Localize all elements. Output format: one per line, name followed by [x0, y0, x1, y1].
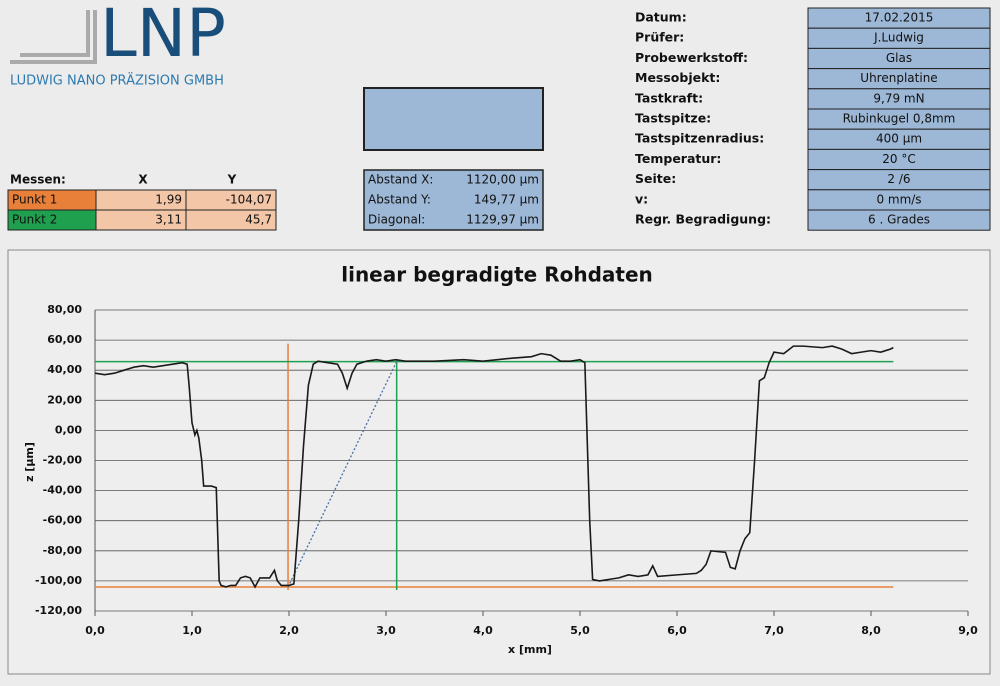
- info-label: Tastkraft:: [635, 90, 703, 105]
- diagonal: [287, 361, 398, 588]
- measure-header: Messen:: [10, 173, 66, 187]
- info-cell: [807, 209, 991, 231]
- info-value: 0 mm/s: [876, 192, 921, 206]
- y-tick-label: -60,00: [43, 514, 83, 527]
- y-value: -104,07: [226, 193, 272, 207]
- info-label: Prüfer:: [635, 30, 684, 45]
- y-value: 45,7: [245, 213, 272, 227]
- y-tick-label: 60,00: [47, 333, 82, 346]
- info-label: Probewerkstoff:: [635, 50, 748, 65]
- info-label: Datum:: [635, 10, 687, 25]
- distance-value: 1129,97 µm: [466, 213, 539, 227]
- info-value: J.Ludwig: [873, 31, 924, 45]
- x-tick-label: 1,0: [182, 624, 202, 637]
- content: Datum: 17.02.2015 Prüfer: J.Ludwig Probewerk…: [7, 7, 991, 656]
- info-label: v:: [635, 191, 648, 206]
- y-tick-label: -100,00: [35, 574, 82, 587]
- x-tick-label: 9,0: [958, 624, 978, 637]
- info-value: 2 /6: [887, 172, 910, 186]
- logo-subtitle: LUDWIG NANO PRÄZISION GMBH: [10, 73, 224, 89]
- info-value: 9,79 mN: [873, 91, 924, 105]
- logo-name: LNP: [100, 0, 226, 72]
- info-label: Tastspitzenradius:: [635, 131, 764, 146]
- info-label: Messobjekt:: [635, 70, 720, 85]
- x-tick-label: 0,0: [85, 624, 105, 637]
- y-tick-label: -80,00: [43, 544, 83, 557]
- profile-line: [94, 345, 894, 589]
- distance-box: [363, 169, 544, 231]
- chart-panel: [7, 249, 991, 675]
- info-label: Regr. Begradigung:: [635, 212, 771, 227]
- x-tick-label: 8,0: [861, 624, 881, 637]
- y-tick-label: -20,00: [43, 454, 83, 467]
- info-value: 400 µm: [876, 132, 922, 146]
- info-label: Seite:: [635, 171, 676, 186]
- point-label: Punkt 1: [12, 193, 57, 207]
- x-value: 1,99: [155, 193, 182, 207]
- y-tick-label: 80,00: [47, 303, 82, 316]
- info-value: 17.02.2015: [865, 11, 934, 25]
- info-value: 6 . Grades: [868, 213, 930, 227]
- measure-header: X: [138, 173, 148, 187]
- x-tick-label: 6,0: [667, 624, 687, 637]
- y-tick-label: 40,00: [47, 363, 82, 376]
- distance-label: Abstand Y:: [368, 193, 431, 207]
- info-label: Temperatur:: [635, 151, 721, 166]
- info-value: Uhrenplatine: [860, 71, 937, 85]
- x-value: 3,11: [155, 213, 182, 227]
- x-tick-label: 4,0: [473, 624, 493, 637]
- chart-title: linear begradigte Rohdaten: [341, 263, 653, 287]
- x-axis-label: x [mm]: [508, 643, 552, 656]
- point-label: Punkt 2: [12, 213, 57, 227]
- info-value: 20 °C: [882, 152, 915, 166]
- x-tick-label: 3,0: [376, 624, 396, 637]
- value-cell: [185, 209, 277, 231]
- x-tick-label: 7,0: [764, 624, 784, 637]
- y-tick-label: -40,00: [43, 484, 83, 497]
- x-tick-label: 5,0: [570, 624, 590, 637]
- y-axis-label: z [µm]: [23, 442, 36, 482]
- distance-label: Abstand X:: [368, 173, 433, 187]
- info-value: Glas: [886, 51, 912, 65]
- logo-mark: [10, 10, 97, 64]
- x-tick-label: 2,0: [279, 624, 299, 637]
- y-tick-label: 20,00: [47, 393, 82, 406]
- y-tick-label: 0,00: [55, 423, 82, 436]
- info-value: Rubinkugel 0,8mm: [843, 112, 956, 126]
- measure-header: Y: [227, 173, 237, 187]
- y-tick-label: -120,00: [35, 604, 82, 617]
- distance-value: 149,77 µm: [474, 193, 539, 207]
- distance-label: Diagonal:: [368, 213, 425, 227]
- info-label: Tastspitze:: [635, 111, 711, 126]
- distance-value: 1120,00 µm: [466, 173, 539, 187]
- empty-box: [363, 87, 544, 151]
